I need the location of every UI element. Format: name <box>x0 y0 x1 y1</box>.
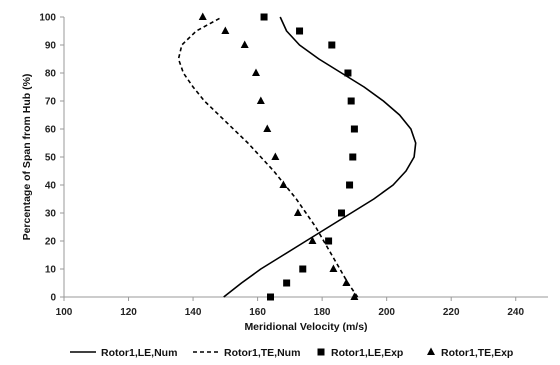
legend: Rotor1,LE,Num Rotor1,TE,Num Rotor1,LE,Exp R… <box>70 347 513 359</box>
x-tick-label: 160 <box>249 307 266 318</box>
y-tick-label: 10 <box>45 265 57 276</box>
data-point-square <box>267 293 275 301</box>
data-point-square <box>346 181 354 189</box>
legend-swatch <box>317 348 325 356</box>
y-axis-title: Percentage of Span from Hub (%) <box>21 74 33 241</box>
y-tick-label: 80 <box>45 69 57 80</box>
legend-label: Rotor1,LE,Exp <box>331 347 403 359</box>
y-tick-label: 0 <box>50 293 56 304</box>
series-layer <box>177 12 417 301</box>
data-point-square <box>283 279 291 287</box>
data-point-triangle <box>263 124 272 132</box>
series-2 <box>177 16 359 298</box>
legend-swatch <box>427 347 435 355</box>
x-tick-label: 180 <box>314 307 331 318</box>
x-tick-label: 200 <box>378 307 395 318</box>
data-point-square <box>347 97 355 105</box>
series-line <box>223 16 417 298</box>
legend-item: Rotor1,TE,Exp <box>427 347 513 359</box>
data-point-triangle <box>240 40 249 48</box>
y-tick-label: 30 <box>45 209 57 220</box>
axes: 100 120 140 160 180 200 220 240 0 10 20 30 40 50 60 70… <box>21 13 548 333</box>
legend-label: Rotor1,TE,Num <box>224 347 300 359</box>
y-tick-label: 90 <box>45 41 57 52</box>
legend-label: Rotor1,LE,Num <box>101 347 177 359</box>
y-tick-label: 50 <box>45 153 57 164</box>
data-point-square <box>260 13 268 21</box>
data-point-square <box>296 27 304 35</box>
data-point-square <box>337 209 345 217</box>
x-axis-title: Meridional Velocity (m/s) <box>244 321 367 333</box>
legend-item: Rotor1,TE,Num <box>193 347 300 359</box>
x-tick-label: 140 <box>185 307 202 318</box>
data-point-square <box>344 69 352 77</box>
series-line <box>177 16 359 298</box>
y-tick-label: 100 <box>39 13 56 24</box>
data-point-square <box>350 125 358 133</box>
data-point-triangle <box>329 264 338 272</box>
data-point-triangle <box>271 152 280 160</box>
data-point-triangle <box>221 26 230 34</box>
data-point-triangle <box>279 180 288 188</box>
legend-label: Rotor1,TE,Exp <box>441 347 513 359</box>
legend-item: Rotor1,LE,Num <box>70 347 177 359</box>
data-point-triangle <box>308 236 317 244</box>
data-point-triangle <box>293 208 302 216</box>
data-point-square <box>299 265 307 273</box>
data-point-triangle <box>251 68 260 76</box>
y-tick-label: 70 <box>45 97 57 108</box>
data-point-triangle <box>198 12 207 20</box>
x-tick-label: 100 <box>56 307 73 318</box>
legend-item: Rotor1,LE,Exp <box>317 347 403 359</box>
y-tick-label: 60 <box>45 125 57 136</box>
data-point-triangle <box>256 96 265 104</box>
y-tick-label: 20 <box>45 237 57 248</box>
x-tick-label: 220 <box>443 307 460 318</box>
data-point-square <box>328 41 336 49</box>
data-point-triangle <box>342 278 351 286</box>
x-tick-label: 120 <box>120 307 137 318</box>
data-point-square <box>325 237 333 245</box>
data-point-triangle <box>350 292 359 300</box>
series-4 <box>198 12 359 300</box>
series-3 <box>260 13 358 301</box>
y-tick-label: 40 <box>45 181 57 192</box>
data-point-square <box>349 153 357 161</box>
y-axis-ticks: 0 10 20 30 40 50 60 70 80 90 100 <box>39 13 64 304</box>
series-1 <box>223 16 417 298</box>
x-tick-label: 240 <box>507 307 524 318</box>
x-axis-ticks: 100 120 140 160 180 200 220 240 <box>56 297 525 318</box>
